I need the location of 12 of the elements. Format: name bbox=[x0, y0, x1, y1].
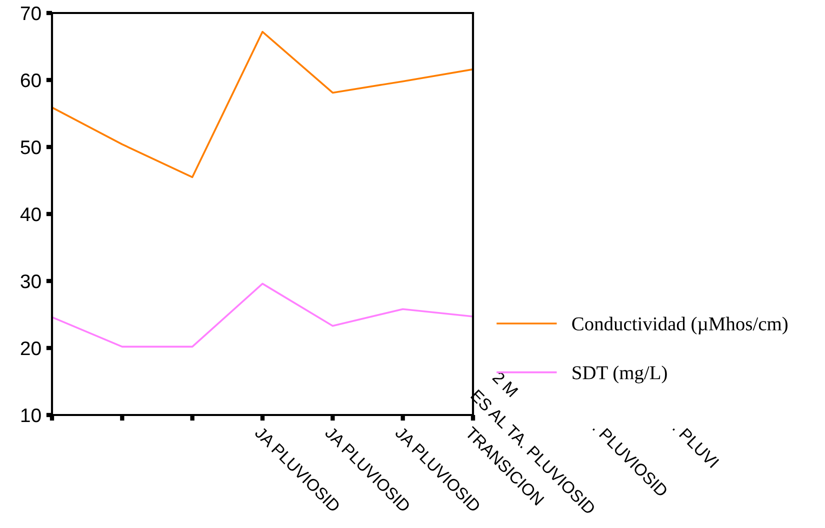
y-tick-label: 60 bbox=[20, 73, 41, 88]
y-tick-label: 70 bbox=[20, 6, 41, 20]
line-series bbox=[52, 282, 473, 348]
y-tick-label: 20 bbox=[20, 341, 41, 356]
y-tick-label: 40 bbox=[20, 207, 41, 222]
y-tick-label: 10 bbox=[21, 408, 41, 422]
y-tick-label: 50 bbox=[20, 140, 41, 154]
text: 2 M bbox=[492, 370, 518, 398]
line-series bbox=[52, 30, 473, 178]
y-tick-label: 30 bbox=[20, 274, 41, 288]
legend-label: SDT (mg/L) bbox=[572, 366, 667, 384]
legend-label: Conductividad (µMhos/cm) bbox=[572, 316, 788, 334]
